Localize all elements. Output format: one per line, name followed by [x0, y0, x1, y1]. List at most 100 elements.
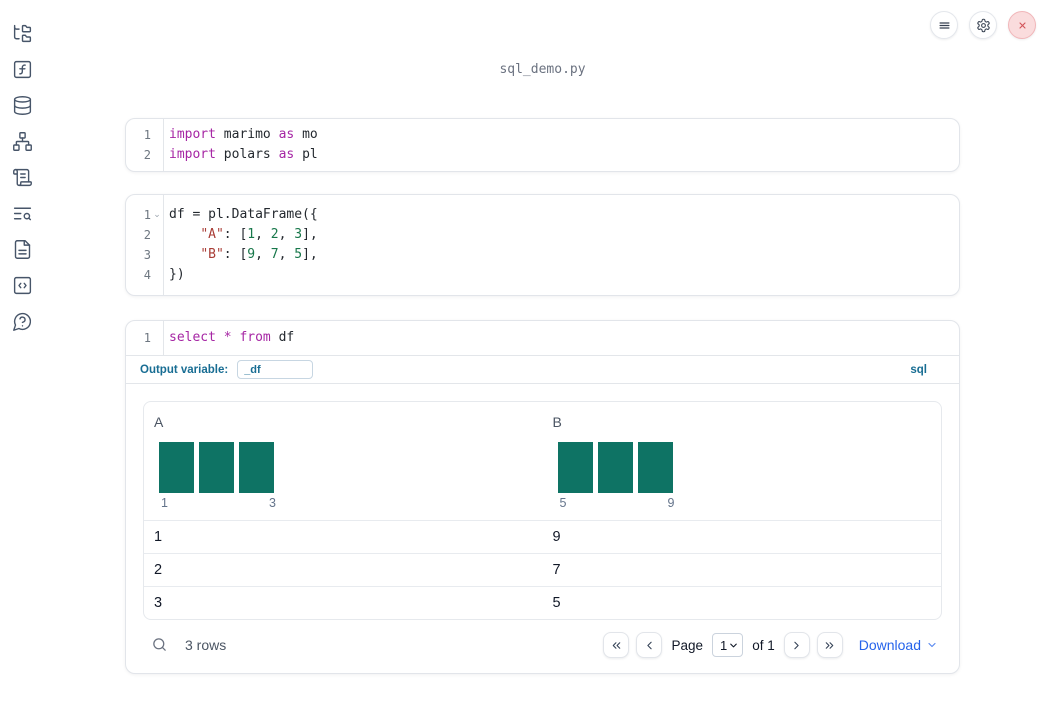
- download-label: Download: [858, 637, 921, 653]
- sidebar-button-logs[interactable]: [11, 166, 33, 188]
- table-cell: 3: [154, 595, 163, 611]
- function-square-icon: [13, 60, 31, 78]
- code-line[interactable]: 4}): [126, 265, 959, 285]
- histogram-bar: [239, 442, 274, 493]
- code-content[interactable]: df = pl.DataFrame({: [169, 207, 318, 222]
- line-number-text: 2: [143, 228, 151, 242]
- help-bubble-icon: [12, 312, 31, 331]
- column-name: B: [552, 414, 562, 430]
- page-select[interactable]: 1: [711, 633, 744, 657]
- sidebar-button-datasources[interactable]: [11, 94, 33, 116]
- last-page-button[interactable]: [816, 632, 843, 658]
- output-variable-input[interactable]: [237, 360, 314, 379]
- code-line[interactable]: 3 "B": [9, 7, 5],: [126, 245, 959, 265]
- axis-min-label: 1: [161, 496, 168, 510]
- page-label: Page: [671, 637, 703, 653]
- shutdown-button[interactable]: [1008, 11, 1036, 39]
- sidebar-button-file-tree[interactable]: [11, 22, 33, 44]
- line-number: 4: [126, 265, 163, 285]
- gear-icon: [976, 18, 990, 32]
- histogram: [557, 442, 932, 493]
- chevrons-left-icon: [612, 641, 621, 649]
- language-badge: sql: [910, 363, 927, 376]
- network-graph-icon: [12, 131, 32, 151]
- sidebar-button-documentation[interactable]: [11, 238, 33, 260]
- search-icon: [152, 638, 166, 651]
- code-line[interactable]: 1 ⌄ df = pl.DataFrame({: [126, 205, 959, 225]
- chevron-down-icon: [928, 642, 936, 648]
- chevron-down-icon: [730, 643, 738, 647]
- next-page-button[interactable]: [783, 632, 810, 658]
- code-line[interactable]: 2 import polars as pl: [126, 145, 959, 165]
- chevron-right-icon: [794, 641, 799, 649]
- pagination: Page 1 of 1: [603, 632, 843, 658]
- line-number-text: 2: [143, 148, 151, 162]
- first-page-button[interactable]: [603, 632, 630, 658]
- histogram-bar: [597, 442, 633, 493]
- prev-page-button[interactable]: [636, 632, 663, 658]
- code-content[interactable]: "A": [1, 2, 3],: [200, 227, 318, 242]
- settings-button[interactable]: [969, 11, 997, 39]
- table-cell: 7: [552, 562, 561, 578]
- code-line[interactable]: 1 select * from df: [126, 328, 959, 348]
- notebook-menu-button[interactable]: [930, 11, 958, 39]
- code-line[interactable]: 1 import marimo as mo: [126, 125, 959, 145]
- page-select-value: 1: [719, 637, 728, 653]
- notebook: sql_demo.py 1 import marimo as mo 2 import …: [125, 0, 960, 674]
- code-editor[interactable]: 1 ⌄ df = pl.DataFrame({2 "A": [1, 2, 3], 3 …: [126, 195, 959, 295]
- table-cell: 5: [552, 595, 561, 611]
- axis-max-label: 9: [667, 496, 675, 510]
- histogram-bar: [557, 442, 593, 493]
- cell-imports: 1 import marimo as mo 2 import polars as pl: [125, 118, 960, 172]
- histogram-bar: [199, 442, 234, 493]
- fold-toggle-icon[interactable]: ⌄: [153, 210, 161, 220]
- code-content[interactable]: select * from df: [169, 330, 295, 345]
- sidebar: [0, 0, 44, 713]
- code-line[interactable]: 2 "A": [1, 2, 3],: [126, 225, 959, 245]
- topbar-actions: [930, 11, 1036, 39]
- sidebar-button-help[interactable]: [11, 310, 33, 332]
- code-content[interactable]: }): [169, 267, 185, 282]
- scroll-icon: [12, 168, 32, 186]
- output-variable-label: Output variable:: [140, 363, 229, 376]
- sidebar-button-dependencies[interactable]: [11, 130, 33, 152]
- code-content[interactable]: import polars as pl: [169, 147, 318, 162]
- sidebar-button-outline-search[interactable]: [11, 202, 33, 224]
- code-content[interactable]: import marimo as mo: [169, 127, 318, 142]
- code-editor[interactable]: 1 import marimo as mo 2 import polars as pl: [126, 119, 959, 171]
- code-content[interactable]: "B": [9, 7, 5],: [200, 247, 318, 262]
- line-number-text: 4: [143, 268, 151, 282]
- search-button[interactable]: [150, 636, 168, 654]
- notebook-filename[interactable]: sql_demo.py: [499, 62, 586, 77]
- code-editor[interactable]: 1 select * from df: [126, 321, 959, 356]
- line-number-text: 3: [143, 248, 151, 262]
- download-button[interactable]: Download: [859, 637, 938, 653]
- line-number: 1: [126, 328, 163, 348]
- sidebar-button-variables[interactable]: [11, 58, 33, 80]
- histogram-bar: [637, 442, 673, 493]
- column-name: A: [154, 414, 164, 430]
- output-variable-bar: Output variable: sql: [126, 356, 959, 384]
- database-icon: [13, 95, 31, 115]
- line-number: 3: [126, 245, 163, 265]
- code-square-icon: [13, 276, 31, 294]
- page-of-label: of 1: [752, 637, 775, 653]
- histogram-bar: [159, 442, 194, 493]
- sidebar-button-snippets[interactable]: [11, 274, 33, 296]
- cell-sql: 1 select * from df Output variable: sql A…: [125, 320, 960, 674]
- chevrons-right-icon: [825, 641, 834, 649]
- chevron-left-icon: [647, 641, 652, 649]
- document-icon: [14, 239, 30, 259]
